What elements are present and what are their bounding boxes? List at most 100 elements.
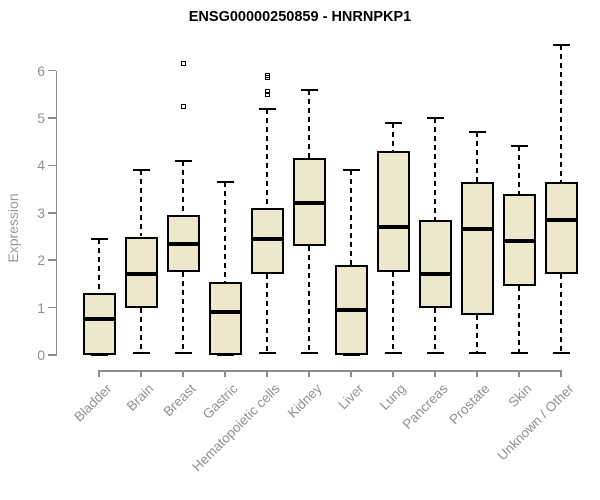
whisker-lower bbox=[182, 272, 184, 353]
x-tick bbox=[350, 370, 352, 377]
whisker-lower bbox=[434, 307, 436, 353]
whisker-lower bbox=[308, 245, 310, 353]
whisker-cap-upper bbox=[300, 88, 318, 91]
whisker-lower bbox=[266, 274, 268, 353]
y-tick-label: 3 bbox=[37, 204, 45, 221]
box-hematopoietic-cells bbox=[250, 208, 284, 275]
whisker-cap-upper bbox=[510, 145, 528, 148]
median-line bbox=[208, 310, 242, 315]
whisker-cap-upper bbox=[258, 107, 276, 110]
whisker-upper bbox=[518, 146, 520, 194]
whisker-cap-lower bbox=[552, 351, 570, 354]
whisker-upper bbox=[476, 132, 478, 182]
whisker-cap-lower bbox=[300, 351, 318, 354]
y-tick-label: 5 bbox=[37, 110, 45, 126]
whisker-upper bbox=[350, 170, 352, 265]
whisker-cap-upper bbox=[174, 159, 192, 162]
outlier-point bbox=[264, 75, 270, 81]
whisker-cap-upper bbox=[342, 169, 360, 172]
whisker-cap-upper bbox=[468, 131, 486, 134]
box-bladder bbox=[82, 293, 116, 355]
whisker-lower bbox=[392, 272, 394, 353]
whisker-cap-lower bbox=[132, 351, 150, 354]
whisker-cap-lower bbox=[258, 351, 276, 354]
whisker-cap-lower bbox=[216, 354, 234, 356]
whisker-cap-upper bbox=[90, 237, 108, 240]
y-tick bbox=[47, 117, 56, 119]
median-line bbox=[292, 201, 326, 206]
x-tick bbox=[392, 370, 394, 377]
outlier-point bbox=[180, 103, 186, 109]
x-tick bbox=[224, 370, 226, 377]
y-tick-label: 6 bbox=[37, 62, 45, 79]
whisker-cap-lower bbox=[174, 351, 192, 354]
median-line bbox=[502, 239, 536, 244]
y-axis-title: Expression bbox=[5, 193, 21, 263]
y-tick bbox=[47, 164, 56, 167]
whisker-upper bbox=[434, 118, 436, 220]
whisker-cap-lower bbox=[90, 354, 108, 356]
y-tick bbox=[47, 212, 56, 214]
whisker-cap-upper bbox=[426, 117, 444, 119]
chart-title: ENSG00000250859 - HNRNPKP1 bbox=[188, 9, 412, 25]
whisker-cap-upper bbox=[132, 169, 150, 172]
median-line bbox=[418, 272, 452, 277]
x-tick bbox=[182, 370, 184, 377]
whisker-lower bbox=[476, 314, 478, 353]
whisker-upper bbox=[140, 170, 142, 237]
whisker-cap-lower bbox=[468, 351, 486, 354]
x-tick bbox=[98, 370, 100, 377]
x-tick bbox=[140, 370, 142, 377]
whisker-upper bbox=[266, 108, 268, 209]
whisker-lower bbox=[140, 307, 142, 353]
whisker-lower bbox=[560, 274, 562, 353]
whisker-cap-upper bbox=[216, 180, 234, 183]
whisker-cap-lower bbox=[510, 351, 528, 354]
x-tick bbox=[476, 370, 478, 377]
box-unknown-other bbox=[544, 181, 578, 275]
y-tick-label: 1 bbox=[37, 299, 45, 316]
y-tick bbox=[47, 259, 56, 261]
y-axis-line bbox=[55, 70, 57, 357]
box-lung bbox=[376, 151, 410, 273]
whisker-upper bbox=[308, 89, 310, 159]
box-pancreas bbox=[418, 219, 452, 308]
x-axis-line bbox=[98, 370, 562, 372]
x-tick bbox=[308, 370, 310, 377]
y-tick bbox=[47, 306, 56, 309]
median-line bbox=[250, 236, 284, 241]
x-tick bbox=[266, 370, 268, 377]
whisker-upper bbox=[98, 238, 100, 294]
whisker-upper bbox=[224, 181, 226, 282]
whisker-cap-upper bbox=[552, 43, 570, 46]
median-line bbox=[376, 225, 410, 230]
median-line bbox=[460, 227, 494, 232]
x-tick bbox=[560, 370, 562, 377]
median-line bbox=[124, 272, 158, 277]
whisker-cap-lower bbox=[426, 351, 444, 354]
y-tick-label: 0 bbox=[37, 347, 45, 363]
y-tick-label: 2 bbox=[37, 252, 45, 269]
whisker-cap-lower bbox=[384, 351, 402, 354]
whisker-cap-lower bbox=[342, 354, 360, 356]
whisker-upper bbox=[182, 160, 184, 216]
y-tick bbox=[47, 354, 56, 356]
whisker-upper bbox=[560, 44, 562, 182]
whisker-lower bbox=[518, 286, 520, 353]
y-tick-label: 4 bbox=[37, 157, 45, 174]
median-line bbox=[166, 241, 200, 246]
median-line bbox=[334, 307, 368, 312]
box-gastric bbox=[208, 281, 242, 355]
median-line bbox=[544, 217, 578, 222]
whisker-cap-upper bbox=[384, 121, 402, 124]
median-line bbox=[82, 317, 116, 322]
y-tick bbox=[47, 69, 56, 72]
outlier-point bbox=[264, 91, 270, 97]
whisker-upper bbox=[392, 122, 394, 152]
box-brain bbox=[124, 236, 158, 308]
box-prostate bbox=[460, 181, 494, 315]
x-tick bbox=[434, 370, 436, 377]
outlier-point bbox=[180, 60, 186, 66]
x-tick bbox=[518, 370, 520, 377]
